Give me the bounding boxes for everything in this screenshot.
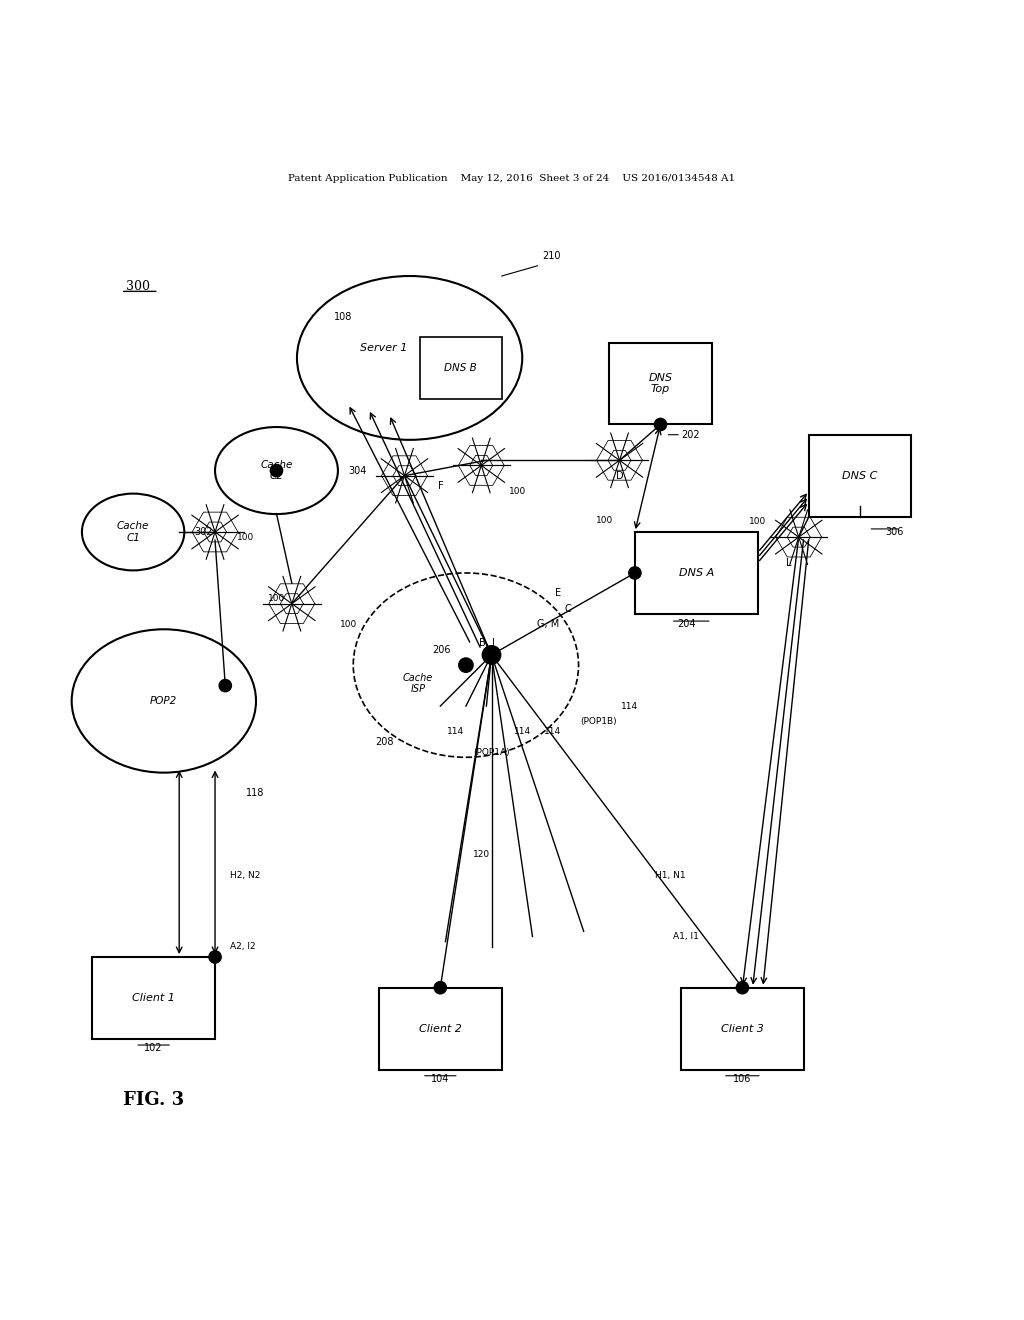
FancyBboxPatch shape [681, 987, 804, 1069]
Text: 100: 100 [509, 487, 525, 495]
Text: 114: 114 [622, 702, 638, 710]
Text: Cache
ISP: Cache ISP [402, 673, 433, 694]
Text: DNS A: DNS A [679, 568, 714, 578]
Text: 106: 106 [733, 1073, 752, 1084]
Text: FIG. 3: FIG. 3 [123, 1092, 184, 1109]
Text: 304: 304 [348, 466, 367, 475]
Text: 100: 100 [596, 516, 612, 525]
Text: 118: 118 [246, 788, 264, 799]
Text: 114: 114 [545, 727, 561, 737]
Text: 302: 302 [195, 527, 213, 537]
Text: B, J: B, J [479, 638, 496, 648]
FancyBboxPatch shape [635, 532, 758, 614]
Text: 104: 104 [431, 1073, 450, 1084]
Circle shape [654, 418, 667, 430]
Circle shape [219, 680, 231, 692]
FancyBboxPatch shape [609, 343, 712, 425]
Circle shape [434, 982, 446, 994]
Text: A2, I2: A2, I2 [230, 942, 256, 952]
Text: 100: 100 [238, 532, 254, 541]
Circle shape [270, 465, 283, 477]
Text: G, M: G, M [537, 619, 559, 630]
Text: 202: 202 [681, 429, 699, 440]
Text: 208: 208 [375, 737, 393, 747]
Text: 210: 210 [543, 251, 561, 260]
Text: Client 3: Client 3 [721, 1023, 764, 1034]
FancyBboxPatch shape [379, 987, 502, 1069]
Text: 114: 114 [447, 727, 464, 737]
Text: 204: 204 [677, 619, 695, 630]
Text: 100: 100 [340, 619, 356, 628]
Text: (POP1B): (POP1B) [581, 717, 617, 726]
FancyBboxPatch shape [420, 338, 502, 399]
Text: E: E [555, 589, 561, 598]
Circle shape [736, 982, 749, 994]
Text: 306: 306 [886, 527, 904, 537]
Text: DNS B: DNS B [444, 363, 477, 374]
Text: Client 1: Client 1 [132, 993, 175, 1003]
Text: H1, N1: H1, N1 [655, 871, 686, 879]
Text: Cache
C1: Cache C1 [117, 521, 150, 543]
Text: F: F [437, 480, 443, 491]
Text: D: D [615, 471, 624, 480]
Circle shape [459, 657, 473, 672]
Text: Cache
C2: Cache C2 [260, 459, 293, 482]
Circle shape [209, 950, 221, 964]
Circle shape [629, 566, 641, 579]
Text: H2, N2: H2, N2 [230, 871, 261, 879]
Text: L: L [785, 558, 792, 568]
Text: C: C [565, 603, 571, 614]
Text: 120: 120 [473, 850, 489, 859]
Text: 300: 300 [126, 280, 151, 293]
FancyBboxPatch shape [92, 957, 215, 1039]
Text: DNS C: DNS C [843, 471, 878, 480]
Text: (POP1A): (POP1A) [473, 747, 510, 756]
Text: Server 1: Server 1 [360, 343, 408, 352]
Text: Client 2: Client 2 [419, 1023, 462, 1034]
Text: 114: 114 [514, 727, 530, 737]
FancyBboxPatch shape [809, 434, 911, 516]
Text: 206: 206 [432, 644, 451, 655]
Text: 108: 108 [334, 312, 352, 322]
Text: DNS
Top: DNS Top [648, 372, 673, 395]
Text: 102: 102 [144, 1043, 163, 1053]
Text: Patent Application Publication    May 12, 2016  Sheet 3 of 24    US 2016/0134548: Patent Application Publication May 12, 2… [289, 174, 735, 182]
Text: 100: 100 [268, 594, 285, 603]
Text: POP2: POP2 [151, 696, 177, 706]
Text: 100: 100 [750, 517, 766, 527]
Circle shape [482, 645, 501, 664]
Text: A1, I1: A1, I1 [673, 932, 699, 941]
